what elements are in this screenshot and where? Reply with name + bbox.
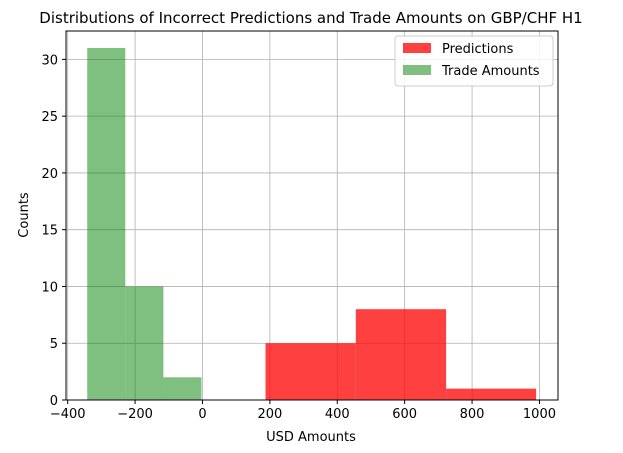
chart-title: Distributions of Incorrect Predictions a… <box>39 9 582 27</box>
legend-swatch <box>403 65 431 75</box>
x-tick-label: 800 <box>460 407 485 422</box>
legend-box <box>394 35 554 87</box>
histogram-bar <box>355 309 447 400</box>
x-tick-label: 0 <box>198 407 206 422</box>
y-tick-label: 10 <box>41 280 58 295</box>
histogram-bars <box>87 48 537 401</box>
y-tick-label: 15 <box>41 224 58 239</box>
x-tick-label: 600 <box>392 407 417 422</box>
x-tick-label: 200 <box>257 407 282 422</box>
y-tick-label: 30 <box>41 53 58 68</box>
legend-label: Predictions <box>442 42 514 57</box>
histogram-bar <box>446 388 537 400</box>
legend: Predictions Trade Amounts <box>394 35 554 87</box>
histogram-bar <box>265 343 356 400</box>
legend-swatch <box>403 43 431 53</box>
y-axis-label: Counts <box>17 192 32 238</box>
plot-frame <box>65 30 559 401</box>
y-tick-label: 0 <box>50 394 58 409</box>
x-tick-label: 1000 <box>523 407 556 422</box>
y-tick-label: 20 <box>41 167 58 182</box>
histogram-bar <box>163 377 202 400</box>
y-tick-label: 5 <box>50 337 58 352</box>
x-tick-label: −200 <box>117 407 153 422</box>
x-tick-label: −400 <box>50 407 86 422</box>
histogram-bar <box>87 48 126 401</box>
y-tick-label: 25 <box>41 110 58 125</box>
legend-label: Trade Amounts <box>441 64 540 79</box>
axis-ticks: −400 −200 0 200 400 600 800 1000 0 5 10 15 20 25 30 <box>41 53 556 422</box>
x-tick-label: 400 <box>325 407 350 422</box>
x-axis-label: USD Amounts <box>266 430 356 445</box>
histogram-bar <box>125 286 164 400</box>
